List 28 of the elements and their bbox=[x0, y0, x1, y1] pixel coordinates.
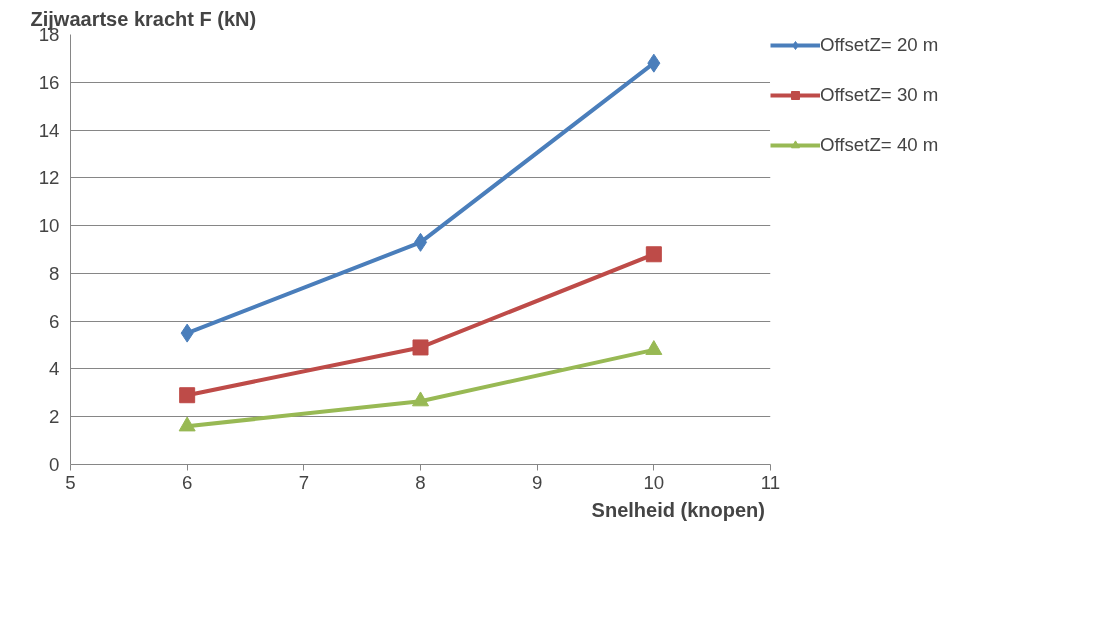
y-tick-label: 14 bbox=[38, 119, 60, 141]
legend-label: OffsetZ= 20 m bbox=[820, 34, 939, 56]
point bbox=[412, 391, 429, 407]
x-axis-title: Snelheid (knopen) bbox=[591, 498, 765, 521]
legend-label: OffsetZ= 40 m bbox=[820, 134, 939, 156]
point bbox=[645, 246, 662, 263]
y-tick-label: 0 bbox=[49, 454, 60, 475]
y-tick-label: 2 bbox=[49, 406, 60, 428]
x-tick-label: 8 bbox=[415, 471, 426, 493]
y-tick-label: 8 bbox=[49, 262, 60, 284]
y-tick-label: 10 bbox=[38, 215, 60, 237]
y-tick-label: 4 bbox=[49, 358, 60, 380]
x-tick-label: 10 bbox=[643, 471, 665, 493]
point bbox=[178, 416, 196, 432]
point bbox=[180, 323, 194, 343]
y-tick-label: 16 bbox=[38, 71, 60, 93]
point bbox=[647, 53, 661, 73]
x-tick-label: 6 bbox=[181, 471, 193, 493]
y-tick-label: 12 bbox=[38, 167, 60, 189]
x-tick-label: 9 bbox=[531, 471, 543, 493]
point bbox=[179, 387, 196, 404]
x-tick-label: 5 bbox=[65, 471, 76, 493]
x-tick-label: 11 bbox=[760, 471, 781, 493]
point bbox=[645, 340, 663, 355]
legend-label: OffsetZ= 30 m bbox=[820, 84, 939, 106]
x-tick-label: 7 bbox=[298, 471, 310, 493]
point bbox=[412, 339, 429, 356]
y-tick-label: 6 bbox=[49, 310, 60, 332]
